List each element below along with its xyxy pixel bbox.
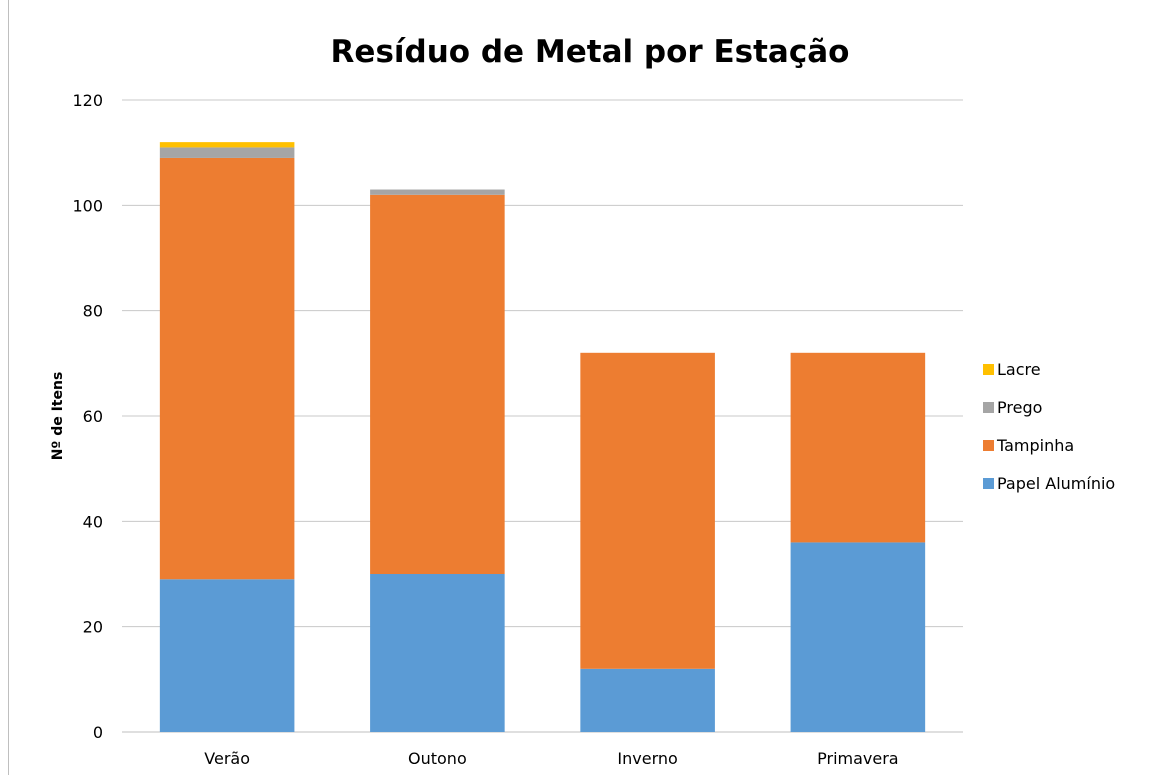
bar-segment <box>790 542 926 732</box>
x-tick-label: Inverno <box>617 749 677 768</box>
legend-label: Prego <box>997 398 1042 417</box>
legend: Lacre Prego Tampinha Papel Alumínio <box>983 360 1115 493</box>
bar-segment <box>370 574 505 732</box>
x-tick-label: Verão <box>204 749 250 768</box>
legend-item: Tampinha <box>983 436 1074 455</box>
y-tick-labels: 0 20 40 60 80 100 120 <box>72 91 103 742</box>
bar-segment <box>370 189 505 195</box>
y-tick-label: 20 <box>83 618 103 637</box>
x-tick-label: Outono <box>408 749 467 768</box>
legend-label: Lacre <box>997 360 1041 379</box>
y-tick-label: 100 <box>72 196 103 215</box>
bar-segment <box>159 157 295 580</box>
legend-item: Prego <box>983 398 1042 417</box>
y-tick-label: 40 <box>83 512 103 531</box>
bar-segment <box>580 352 715 669</box>
bars <box>159 142 926 732</box>
x-tick-labels: Verão Outono Inverno Primavera <box>204 749 898 768</box>
legend-swatch <box>983 364 994 375</box>
legend-swatch <box>983 402 994 413</box>
y-tick-label: 60 <box>83 407 103 426</box>
y-tick-label: 120 <box>72 91 103 110</box>
bar-segment <box>370 194 505 575</box>
y-axis-label: Nº de Itens <box>50 372 66 461</box>
bar-segment <box>159 142 295 148</box>
y-tick-label: 80 <box>83 302 103 321</box>
chart-left-border <box>8 0 9 775</box>
bar-segment <box>159 147 295 158</box>
x-tick-label: Primavera <box>817 749 898 768</box>
bar-segment <box>790 352 926 543</box>
legend-label: Tampinha <box>996 436 1074 455</box>
legend-label: Papel Alumínio <box>997 474 1115 493</box>
legend-swatch <box>983 478 994 489</box>
legend-item: Lacre <box>983 360 1041 379</box>
bar-segment <box>580 668 715 732</box>
y-tick-label: 0 <box>93 723 103 742</box>
legend-swatch <box>983 440 994 451</box>
bar-segment <box>159 579 295 732</box>
chart-title: Resíduo de Metal por Estação <box>331 34 850 70</box>
legend-item: Papel Alumínio <box>983 474 1115 493</box>
